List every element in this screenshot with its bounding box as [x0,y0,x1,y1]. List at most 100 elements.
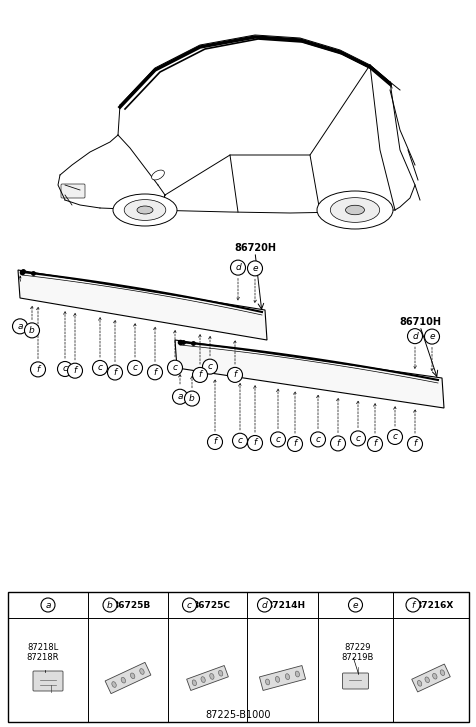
Text: f: f [113,368,116,377]
Ellipse shape [151,170,164,180]
Ellipse shape [209,673,214,679]
Ellipse shape [130,673,135,679]
Circle shape [24,323,40,338]
Text: f: f [73,366,77,375]
Text: c: c [97,364,102,372]
Polygon shape [175,340,443,408]
Circle shape [247,261,262,276]
Circle shape [167,360,182,375]
Text: b: b [107,601,113,609]
Text: c: c [275,435,280,444]
Text: 86725B: 86725B [113,601,151,609]
Text: f: f [293,440,296,449]
Circle shape [30,362,45,377]
Ellipse shape [317,191,392,229]
Circle shape [350,431,365,446]
Text: 87218L: 87218L [27,643,59,653]
Text: d: d [411,332,417,341]
Circle shape [41,598,55,612]
Text: f: f [153,368,156,377]
Circle shape [310,432,325,447]
Circle shape [172,389,187,404]
Circle shape [182,598,196,612]
Circle shape [68,364,82,378]
Text: c: c [62,364,68,374]
Text: a: a [17,322,23,331]
Circle shape [287,436,302,451]
Text: f: f [411,601,414,609]
Text: f: f [373,439,376,449]
Circle shape [58,361,72,377]
Ellipse shape [200,677,205,683]
Text: a: a [45,601,50,609]
FancyBboxPatch shape [61,184,85,198]
FancyBboxPatch shape [342,673,368,689]
Text: a: a [177,393,182,401]
Text: c: c [237,436,242,445]
Ellipse shape [265,679,269,685]
Circle shape [207,435,222,449]
Text: c: c [315,435,320,444]
Text: 86720H: 86720H [234,243,276,253]
Text: 86725C: 86725C [192,601,230,609]
Circle shape [232,433,247,449]
Ellipse shape [424,677,428,683]
Circle shape [270,432,285,447]
Ellipse shape [137,206,153,214]
Circle shape [424,329,438,344]
Text: c: c [187,601,192,609]
Ellipse shape [113,194,177,226]
Ellipse shape [329,198,379,222]
Circle shape [227,367,242,382]
Ellipse shape [416,680,421,686]
Ellipse shape [439,670,444,675]
Text: c: c [172,364,177,372]
Circle shape [12,319,28,334]
Circle shape [247,435,262,451]
Ellipse shape [275,676,279,682]
Polygon shape [186,665,228,691]
Text: b: b [29,326,35,335]
Text: 87218R: 87218R [27,654,59,662]
Circle shape [230,260,245,275]
Text: f: f [198,371,201,379]
Text: c: c [392,433,397,441]
Text: 87225-B1000: 87225-B1000 [205,710,270,720]
Circle shape [367,436,382,451]
Ellipse shape [121,678,125,683]
Text: 87219B: 87219B [341,654,373,662]
Text: f: f [36,365,40,374]
Text: f: f [253,438,256,448]
Circle shape [107,365,122,380]
Circle shape [330,436,345,451]
Circle shape [103,598,117,612]
Ellipse shape [285,674,289,680]
Ellipse shape [124,200,166,220]
Text: f: f [213,438,216,446]
Ellipse shape [192,680,196,686]
Text: f: f [336,439,339,448]
Circle shape [184,391,199,406]
Text: f: f [413,439,416,449]
Text: 87214H: 87214H [267,601,306,609]
Circle shape [192,367,207,382]
Ellipse shape [295,671,299,677]
Polygon shape [411,664,449,692]
Circle shape [127,361,142,375]
Circle shape [405,598,419,612]
Circle shape [387,430,402,444]
Text: b: b [188,394,195,403]
Text: e: e [252,264,257,273]
Circle shape [407,436,422,451]
FancyBboxPatch shape [8,592,468,722]
Text: 87216X: 87216X [415,601,453,609]
Text: c: c [355,434,360,443]
Text: c: c [207,362,212,371]
Text: d: d [261,601,267,609]
Polygon shape [259,665,305,691]
Circle shape [407,329,422,344]
Polygon shape [18,270,267,340]
Text: e: e [428,332,434,341]
Text: 86710H: 86710H [398,317,440,327]
Circle shape [147,365,162,379]
